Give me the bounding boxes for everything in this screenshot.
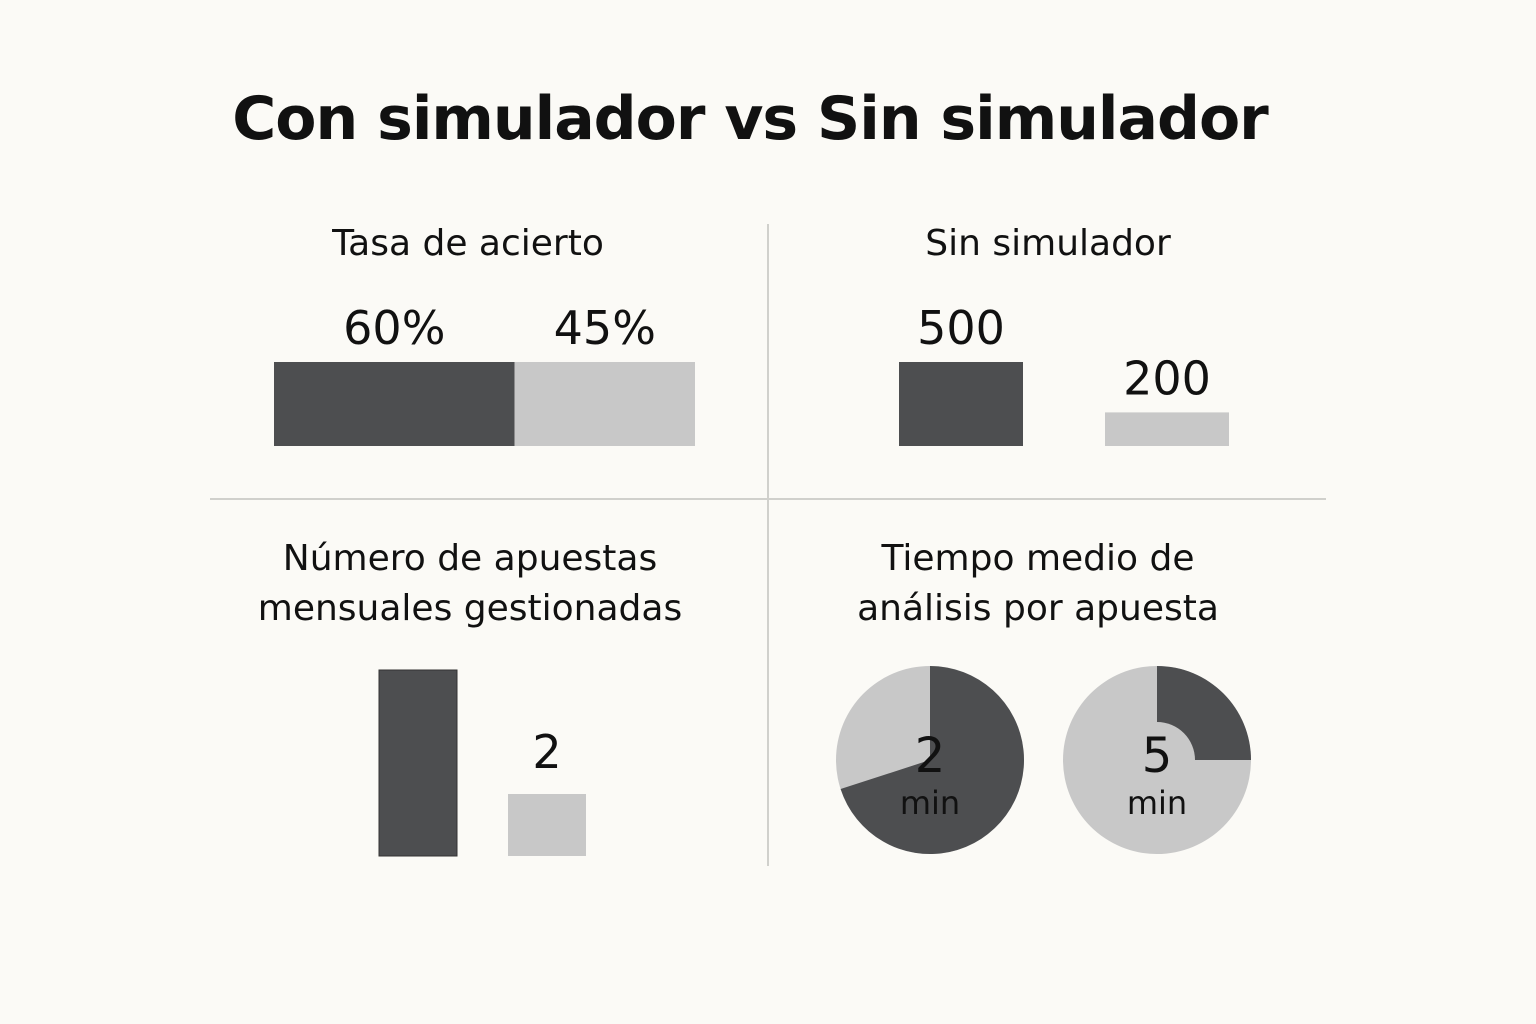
- monthly-bets-bar-1: [378, 669, 458, 857]
- time-pie-2-unit-label: min: [1127, 784, 1187, 822]
- monthly-bets-value-label-2: 2: [532, 725, 561, 779]
- without-simulator-bar-1: [899, 362, 1023, 446]
- panel-title-monthly-bets: Número de apuestas mensuales gestionadas: [257, 538, 683, 629]
- hit-rate-value-label-2: 45%: [554, 301, 656, 355]
- time-pie-1-slice: [840, 666, 1025, 854]
- time-pie-1-value-label: 2: [915, 728, 946, 784]
- panel-title-hit-rate: Tasa de acierto: [332, 223, 604, 264]
- hit-rate-bar-2: [514, 362, 695, 446]
- panel-title-without-simulator: Sin simulador: [925, 223, 1171, 264]
- hit-rate-value-label-1: 60%: [343, 301, 445, 355]
- time-pie-1-unit-label: min: [900, 784, 960, 822]
- monthly-bets-bar-2: [508, 794, 586, 856]
- time-pie-2-inner: [1119, 722, 1195, 798]
- vertical-divider: [767, 224, 769, 866]
- time-pie-2-value-label: 5: [1142, 728, 1173, 784]
- main-title: Con simulador vs Sin simulador: [232, 84, 1269, 154]
- hit-rate-bar-1: [274, 362, 515, 446]
- without-simulator-bar-2: [1105, 412, 1229, 446]
- without-simulator-value-label-1: 500: [917, 301, 1005, 355]
- panel-title-analysis-time: Tiempo medio de análisis por apuesta: [857, 538, 1219, 629]
- horizontal-divider: [210, 498, 1326, 500]
- without-simulator-value-label-2: 200: [1123, 351, 1211, 405]
